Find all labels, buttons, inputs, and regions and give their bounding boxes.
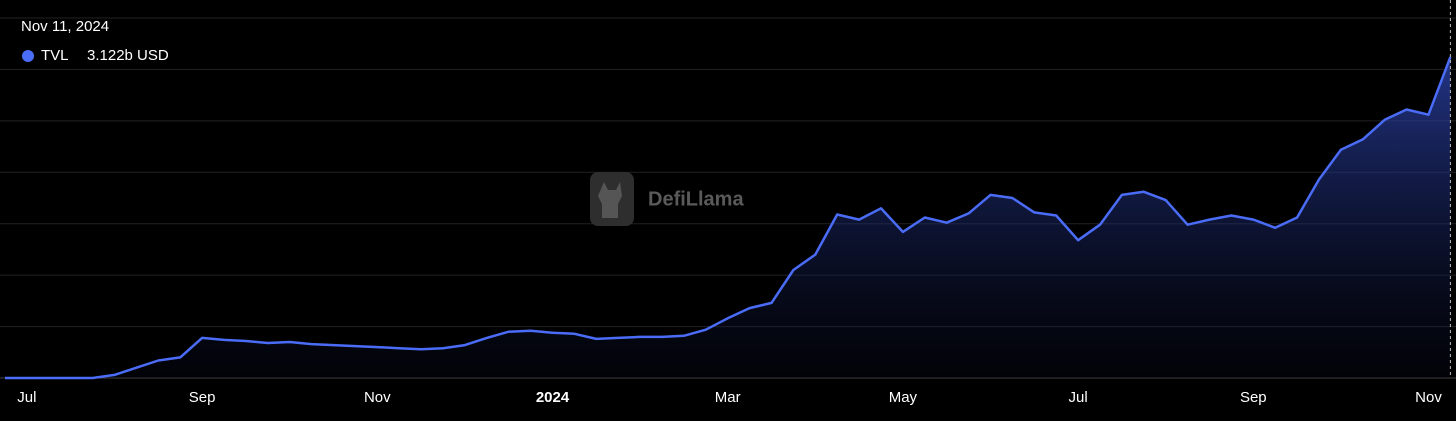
x-tick-label: 2024 — [536, 389, 570, 406]
x-tick-label: Nov — [1415, 389, 1442, 406]
legend-swatch — [22, 50, 34, 62]
legend-label: TVL — [41, 47, 69, 64]
x-tick-label: Jul — [17, 389, 36, 406]
x-tick-label: Nov — [364, 389, 391, 406]
tooltip-date: Nov 11, 2024 — [21, 18, 109, 35]
x-tick-label: Mar — [715, 389, 741, 406]
area-fill — [5, 56, 1451, 379]
watermark-text: DefiLlama — [648, 188, 744, 210]
x-tick-label: Sep — [189, 389, 216, 406]
x-tick-label: May — [889, 389, 918, 406]
legend-value: 3.122b USD — [87, 47, 169, 64]
watermark: DefiLlama — [590, 172, 744, 226]
x-tick-label: Sep — [1240, 389, 1267, 406]
x-tick-label: Jul — [1069, 389, 1088, 406]
line — [5, 56, 1452, 380]
watermark-llama — [598, 182, 622, 218]
